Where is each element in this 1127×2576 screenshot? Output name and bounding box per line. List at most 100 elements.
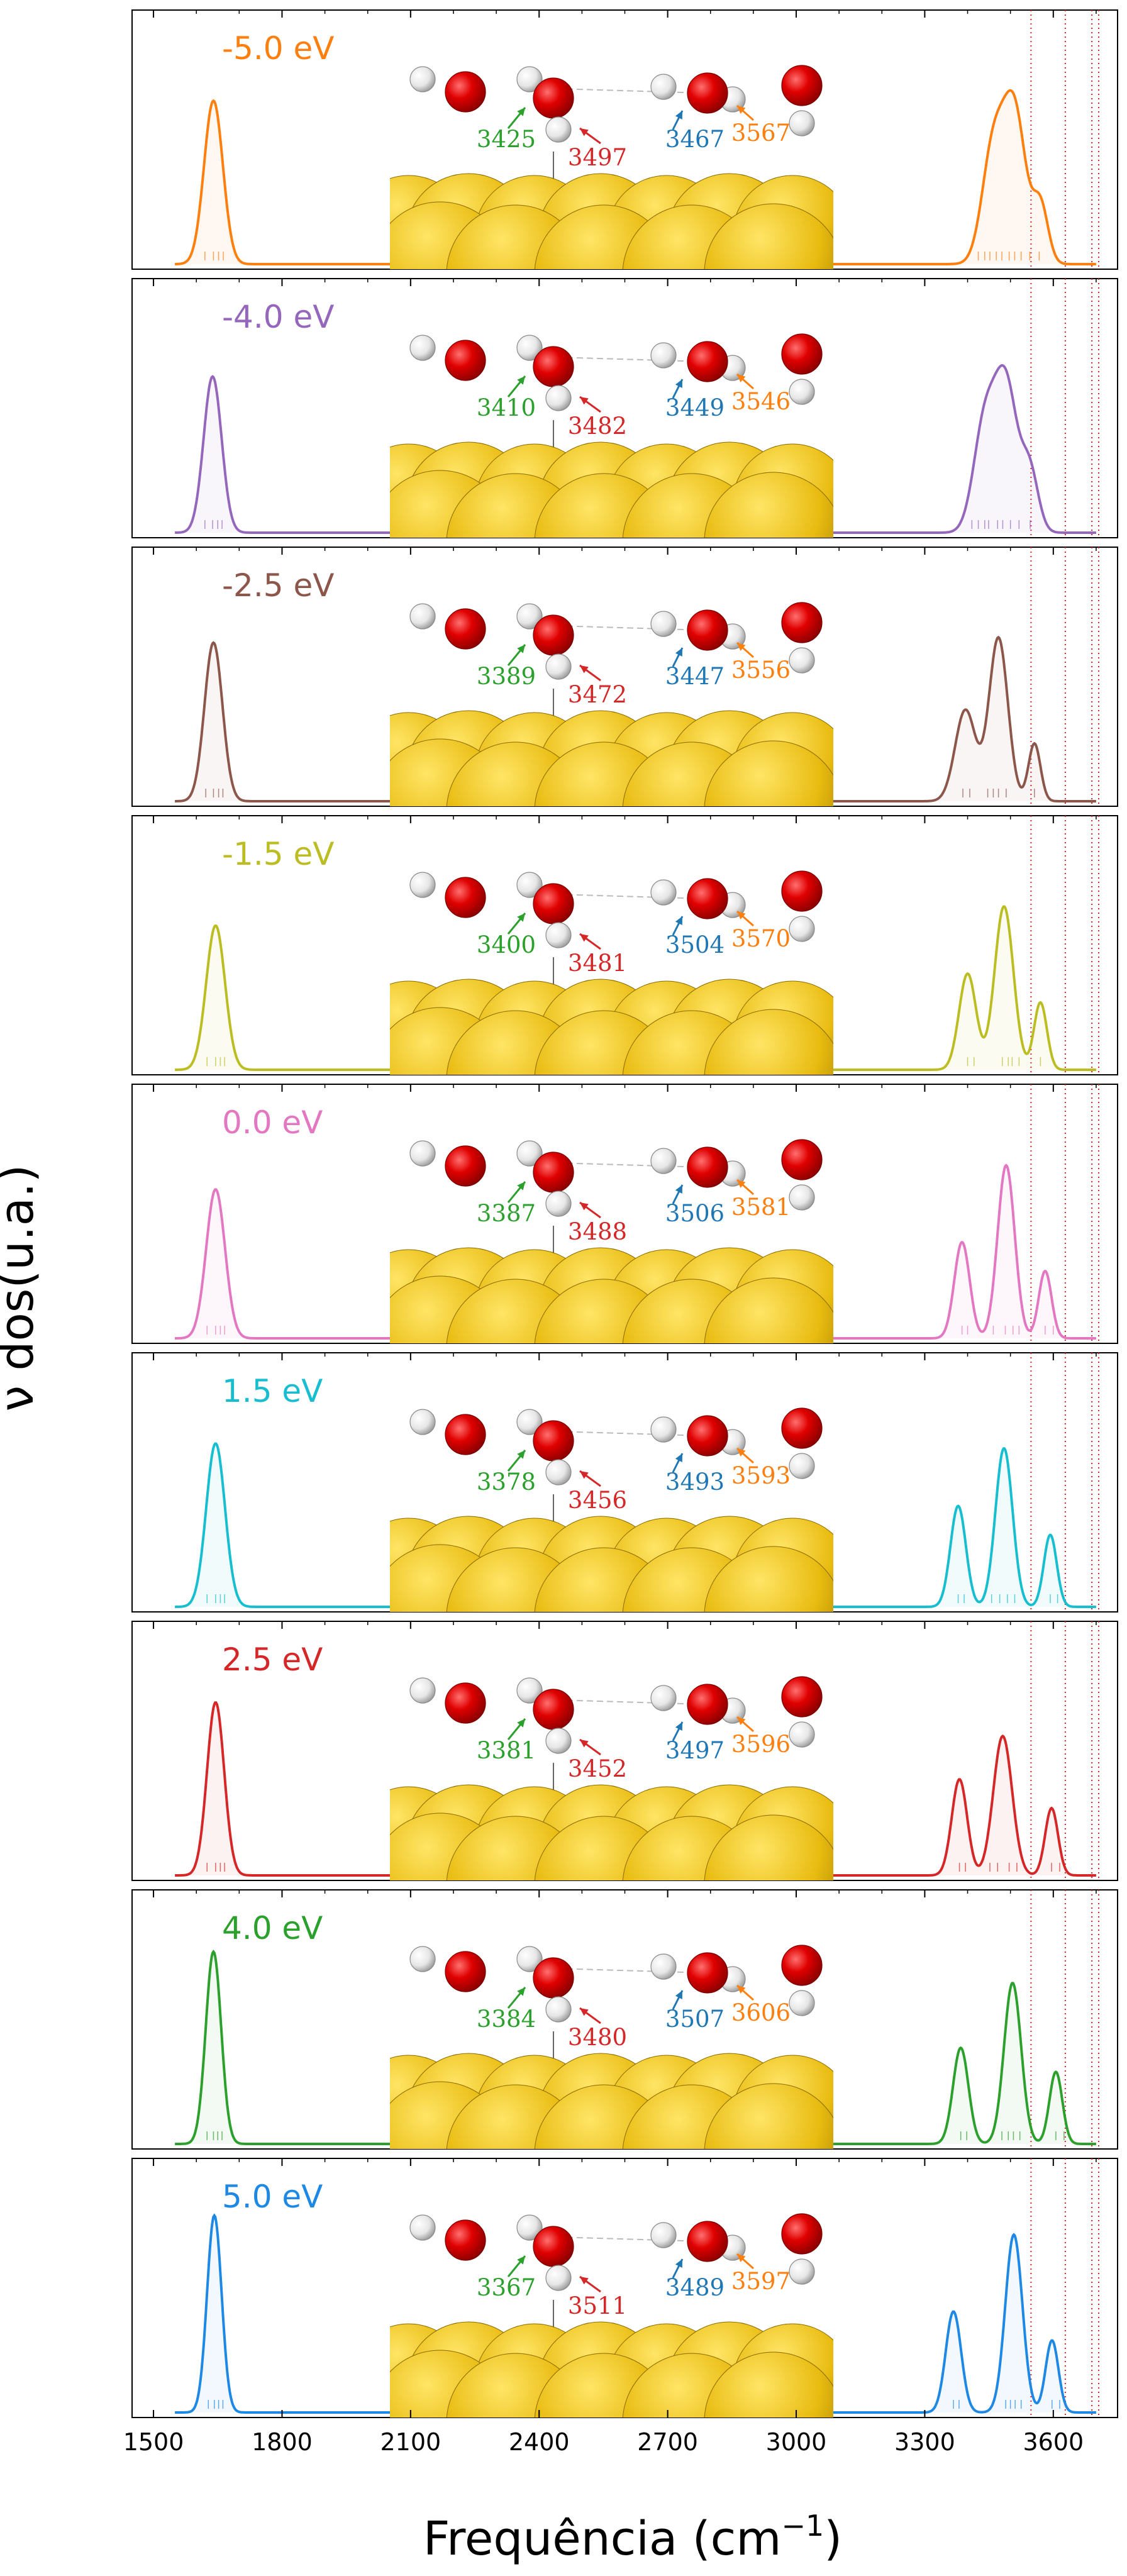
hydrogen-atom: [789, 1453, 815, 1479]
spectrum-fill: [175, 637, 1096, 801]
hydrogen-bond: [556, 357, 705, 362]
annotation-arrowhead: [580, 1202, 589, 1211]
frequency-label: 3581: [731, 1194, 791, 1221]
oxygen-atom: [781, 333, 823, 375]
gold-atom: [704, 203, 833, 269]
hydrogen-atom: [516, 603, 543, 630]
hydrogen-atom: [409, 1409, 436, 1435]
frequency-label: 3400: [477, 931, 536, 958]
frequency-label: 3597: [731, 2268, 791, 2295]
annotation-arrowhead: [675, 2259, 682, 2268]
frequency-label: 3606: [731, 1999, 791, 2026]
hydrogen-bond: [556, 1699, 705, 1705]
hydrogen-atom: [789, 110, 815, 136]
frequency-label: 3482: [568, 413, 627, 440]
x-tick-label: 1800: [252, 2428, 313, 2456]
frequency-label: 3467: [665, 126, 724, 153]
oxygen-atom: [445, 1682, 486, 1724]
panel-label: 0.0 eV: [222, 1104, 323, 1141]
annotation-arrowhead: [737, 911, 746, 919]
frequency-label: 3378: [477, 1468, 536, 1496]
hydrogen-atom: [789, 1990, 815, 2016]
oxygen-atom: [533, 1152, 574, 1193]
panel-label: -2.5 eV: [222, 567, 334, 604]
annotation-arrowhead: [737, 643, 746, 651]
annotation-arrowhead: [675, 1990, 682, 1999]
oxygen-atom: [687, 341, 728, 382]
hydrogen-atom: [545, 2265, 572, 2291]
hydrogen-bond: [556, 1431, 705, 1436]
frequency-label: 3389: [477, 663, 536, 690]
annotation-arrowhead: [675, 648, 682, 657]
hydrogen-atom: [650, 74, 677, 100]
molecule-inset: 3425 3497 3467 3567: [390, 65, 833, 269]
panel-label: -4.0 eV: [222, 299, 334, 335]
hydrogen-atom: [545, 385, 572, 411]
frequency-label: 3447: [665, 663, 724, 690]
oxygen-atom: [445, 1414, 486, 1455]
frequency-label: 3452: [568, 1755, 627, 1782]
hydrogen-atom: [650, 879, 677, 906]
annotation-arrowhead: [517, 376, 525, 385]
x-axis-label: Frequência (cm−1): [423, 2509, 842, 2566]
frequency-label: 3489: [665, 2274, 724, 2301]
annotation-arrowhead: [737, 374, 746, 382]
oxygen-atom: [781, 1139, 823, 1180]
gold-atom: [704, 472, 833, 538]
hydrogen-bond: [556, 625, 705, 631]
hydrogen-atom: [409, 2214, 436, 2241]
gold-atom: [704, 1009, 833, 1075]
panel-label: 4.0 eV: [222, 1910, 323, 1946]
frequency-label: 3384: [477, 2006, 536, 2033]
x-axis-label-text: Frequência (cm: [423, 2512, 782, 2566]
frequency-label: 3488: [568, 1218, 627, 1245]
hydrogen-atom: [516, 2214, 543, 2241]
oxygen-atom: [533, 77, 574, 119]
oxygen-atom: [533, 883, 574, 924]
hydrogen-bond: [556, 1968, 705, 1974]
annotation-arrowhead: [517, 1719, 525, 1728]
oxygen-atom: [533, 1957, 574, 1999]
panel-label: 1.5 eV: [222, 1373, 323, 1409]
x-tick-label: 3600: [1023, 2428, 1084, 2456]
spectrum-panel: -4.0 eV 3410 3482 3449 3546: [131, 278, 1118, 538]
hydrogen-atom: [545, 922, 572, 948]
spectrum-panel: 4.0 eV 3384 3480 3507 3606: [131, 1889, 1118, 2150]
hydrogen-atom: [516, 1409, 543, 1435]
spectrum-panel: 1.5 eV 3378 3456 3493 3593: [131, 1352, 1118, 1613]
frequency-label: 3570: [731, 925, 791, 952]
x-tick-label: 1500: [123, 2428, 184, 2456]
hydrogen-atom: [409, 1677, 436, 1704]
spectrum-fill: [175, 1702, 1096, 1875]
oxygen-atom: [781, 1945, 823, 1986]
annotation-arrowhead: [517, 913, 525, 922]
annotation-arrowhead: [737, 1985, 746, 1994]
panel-label: 2.5 eV: [222, 1641, 323, 1678]
oxygen-atom: [687, 72, 728, 114]
frequency-label: 3593: [731, 1462, 791, 1489]
spectrum-panel: 5.0 eV 3367 3511 3489 3597: [131, 2158, 1118, 2418]
frequency-label: 3381: [477, 1737, 536, 1764]
oxygen-atom: [687, 1684, 728, 1725]
hydrogen-atom: [789, 1721, 815, 1748]
frequency-label: 3504: [665, 931, 724, 958]
spectrum-fill: [175, 1951, 1096, 2144]
hydrogen-atom: [409, 66, 436, 92]
hydrogen-atom: [409, 872, 436, 898]
frequency-label: 3425: [477, 126, 536, 153]
annotation-arrowhead: [737, 1717, 746, 1725]
oxygen-atom: [533, 346, 574, 387]
hydrogen-atom: [650, 1685, 677, 1711]
hydrogen-atom: [545, 1459, 572, 1485]
oxygen-atom: [781, 1407, 823, 1449]
hydrogen-atom: [789, 379, 815, 405]
panel-label: 5.0 eV: [222, 2179, 323, 2215]
panel-label: -1.5 eV: [222, 836, 334, 872]
frequency-label: 3456: [568, 1487, 627, 1514]
x-tick-label: 2700: [637, 2428, 698, 2456]
gold-atom: [704, 740, 833, 806]
frequency-label: 3449: [665, 394, 724, 421]
oxygen-atom: [781, 602, 823, 643]
oxygen-atom: [687, 609, 728, 651]
